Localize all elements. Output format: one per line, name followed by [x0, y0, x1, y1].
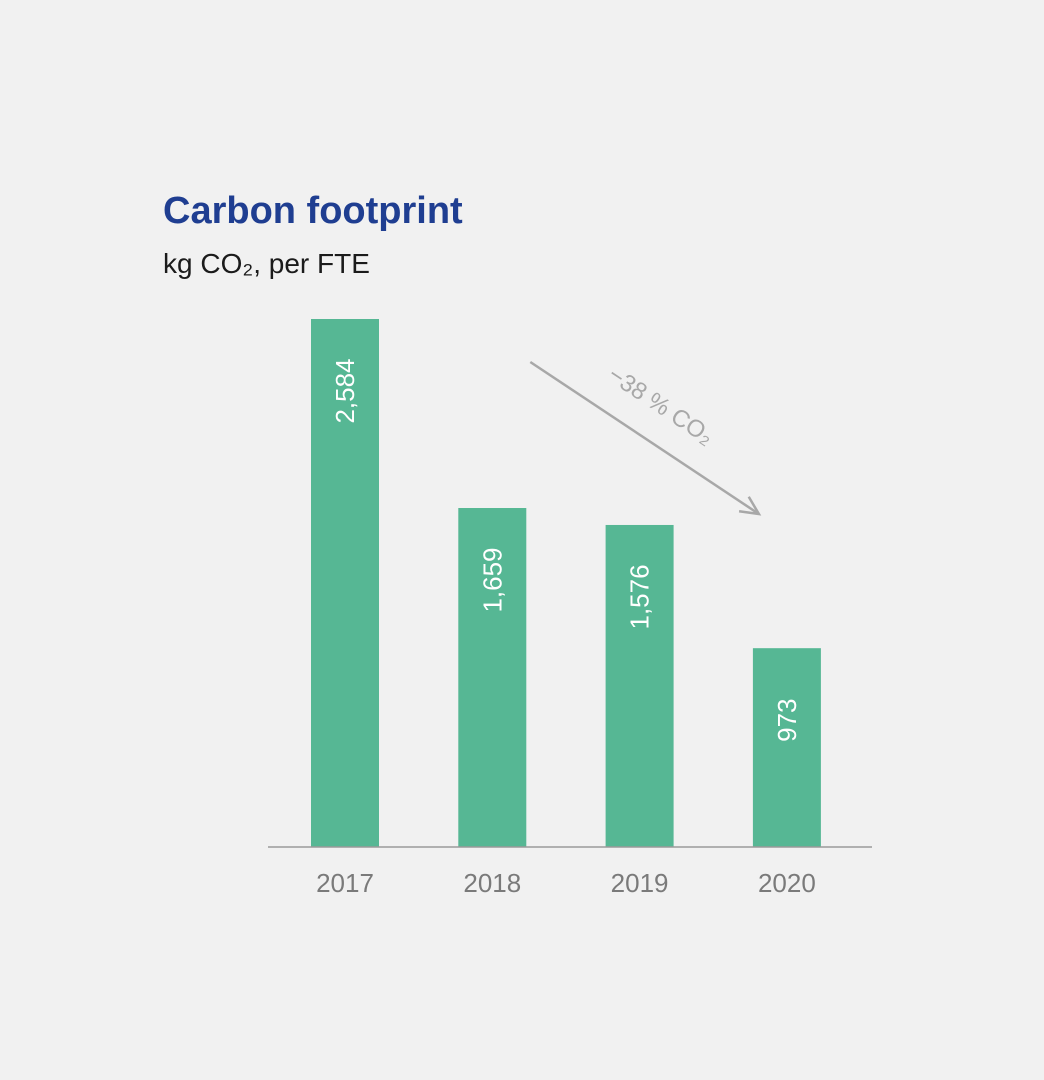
- x-tick-label: 2019: [611, 868, 669, 898]
- trend-annotation-label: −38 % CO₂: [603, 361, 718, 450]
- x-tick-label: 2017: [316, 868, 374, 898]
- bar-value-label: 973: [772, 698, 802, 741]
- x-tick-label: 2018: [463, 868, 521, 898]
- chart-subtitle: kg CO₂, per FTE: [163, 248, 370, 279]
- bar-2017: [311, 319, 379, 847]
- trend-arrow-head: [738, 496, 762, 516]
- bar-2018: [458, 508, 527, 847]
- bar-2019: [605, 524, 674, 847]
- bar-value-label: 1,659: [477, 547, 507, 612]
- bar-value-label: 2,584: [330, 358, 360, 423]
- trend-arrow-line: [529, 360, 760, 516]
- bar-2020: [752, 648, 821, 847]
- x-tick-label: 2020: [758, 868, 816, 898]
- chart-title: Carbon footprint: [163, 190, 463, 232]
- bar-value-label: 1,576: [625, 564, 655, 629]
